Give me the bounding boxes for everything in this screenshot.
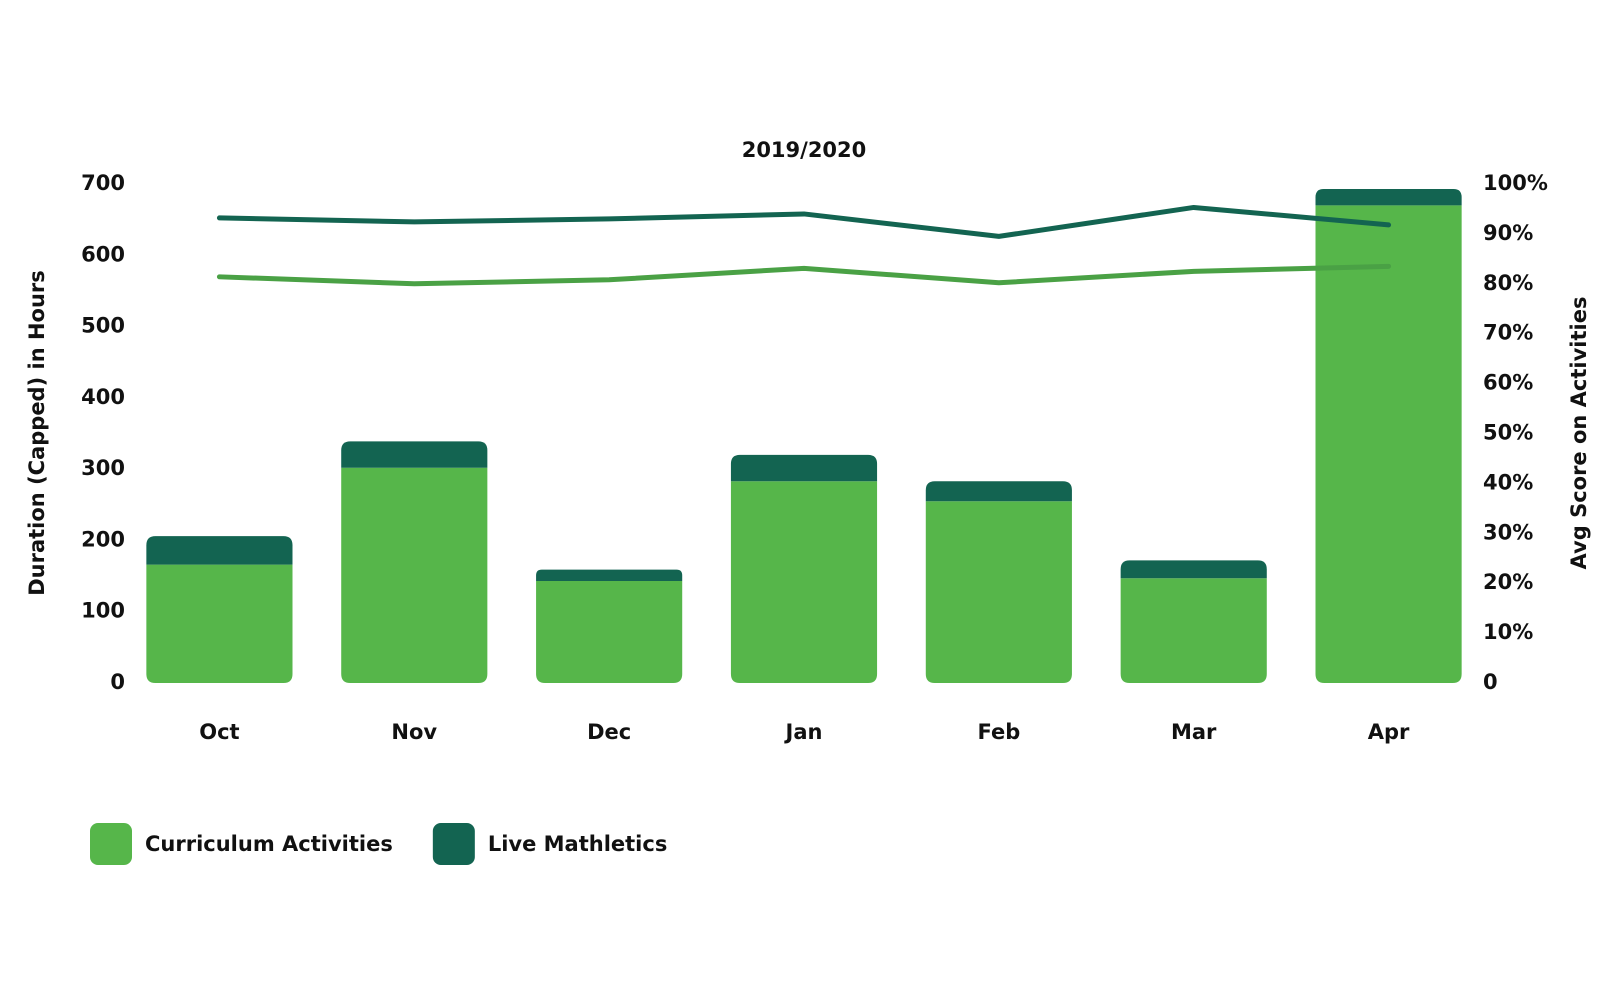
y-tick-label: 500 [81,314,125,338]
y-tick-label: 300 [81,456,125,480]
legend-label: Curriculum Activities [145,832,393,856]
y2-tick-label: 90% [1483,221,1533,245]
bar [1120,560,1267,579]
bar [1315,188,1462,206]
y2-axis-title: Avg Score on Activities [1567,297,1591,570]
bar [536,569,683,582]
y2-tick-label: 30% [1483,520,1533,544]
x-tick-label: Mar [1171,720,1217,744]
line [216,204,1392,239]
y2-tick-label: 40% [1483,470,1533,494]
y2-tick-label: 20% [1483,570,1533,594]
y2-tick-label: 80% [1483,271,1533,295]
x-tick-label: Jan [784,720,823,744]
bar [730,454,878,482]
chart-title: 2019/2020 [742,138,867,162]
x-tick-label: Apr [1368,720,1410,744]
y-tick-label: 200 [81,527,125,551]
y-tick-label: 600 [81,242,125,266]
y2-tick-label: 70% [1483,321,1533,345]
y2-tick-label: 60% [1483,371,1533,395]
y-tick-label: 400 [81,385,125,409]
y-tick-label: 100 [81,599,125,623]
bar [146,536,293,565]
y2-tick-label: 0 [1483,670,1498,694]
y2-tick-label: 50% [1483,421,1533,445]
legend-swatch [90,823,132,865]
x-tick-label: Dec [587,720,631,744]
y-tick-label: 0 [110,670,125,694]
legend-label: Live Mathletics [488,832,668,856]
bar [1120,578,1267,683]
line [216,263,1392,287]
y2-tick-label: 10% [1483,620,1533,644]
y-axis-title: Duration (Capped) in Hours [25,270,49,596]
y-tick-label: 700 [81,171,125,195]
y2-tick-label: 100% [1483,171,1548,195]
bar [925,501,1072,683]
x-tick-label: Nov [391,720,437,744]
x-tick-label: Oct [199,720,239,744]
bar [341,441,488,468]
bar [146,564,293,683]
x-tick-label: Feb [977,720,1020,744]
legend-swatch [432,823,475,865]
bar [925,481,1072,502]
bar [1315,205,1462,683]
bar [730,481,878,683]
bar [536,581,683,683]
bar [341,467,488,683]
